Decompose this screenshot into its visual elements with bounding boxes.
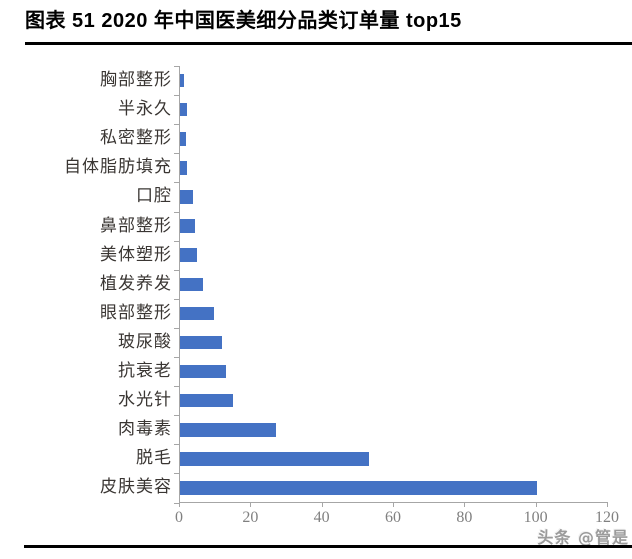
x-tick-label: 60	[385, 509, 401, 526]
category-label: 眼部整形	[100, 302, 172, 323]
bar	[180, 73, 185, 88]
y-axis-tick	[174, 153, 179, 155]
bar	[180, 481, 537, 495]
category-label: 自体脂肪填充	[64, 157, 172, 178]
category-label: 抗衰老	[118, 361, 172, 381]
y-axis-line	[179, 66, 180, 503]
bar	[180, 306, 215, 321]
bar	[180, 219, 196, 233]
category-label: 肉毒素	[118, 419, 172, 440]
y-axis-tick	[174, 95, 179, 97]
x-axis-line	[179, 501, 608, 503]
category-label: 皮肤美容	[100, 477, 172, 498]
x-tick-label: 20	[242, 509, 259, 526]
bar	[180, 364, 227, 379]
y-axis-tick	[174, 298, 179, 300]
category-label: 脱毛	[136, 448, 172, 469]
x-axis-tick	[321, 502, 323, 507]
x-tick-label: 40	[313, 509, 330, 526]
bar	[180, 102, 187, 117]
category-label: 口腔	[136, 186, 172, 207]
bar	[180, 335, 223, 350]
x-axis-tick	[393, 502, 394, 507]
bar	[180, 248, 197, 262]
y-axis-tick	[174, 124, 179, 126]
title-underline	[25, 42, 632, 45]
category-label: 鼻部整形	[100, 215, 172, 236]
x-tick-label: 100	[523, 509, 548, 526]
bar	[180, 161, 188, 175]
bar	[180, 190, 194, 204]
category-label: 美体塑形	[100, 244, 172, 265]
y-axis-tick	[174, 240, 179, 242]
y-axis-tick	[174, 357, 179, 358]
x-tick-label: 0	[175, 509, 183, 526]
category-label: 玻尿酸	[118, 331, 172, 352]
y-axis-tick	[174, 444, 179, 446]
y-axis-tick	[174, 211, 179, 213]
y-axis-tick	[174, 269, 179, 271]
bar	[180, 132, 187, 146]
y-axis-tick	[174, 415, 179, 417]
x-axis-tick	[464, 502, 466, 507]
bar	[180, 423, 276, 437]
category-label: 胸部整形	[100, 70, 172, 90]
y-axis-tick	[174, 473, 179, 475]
x-axis-tick	[535, 502, 537, 507]
x-axis-tick	[250, 502, 252, 507]
x-tick-label: 80	[456, 509, 473, 526]
y-axis-tick	[174, 327, 179, 329]
category-label: 植发养发	[100, 273, 172, 294]
category-label: 半永久	[118, 99, 172, 120]
category-label: 私密整形	[100, 128, 172, 149]
footer-line	[24, 545, 632, 548]
x-axis-tick	[607, 502, 608, 507]
x-tick-label: 120	[595, 509, 619, 526]
y-axis-tick	[174, 182, 179, 184]
bar	[180, 277, 203, 291]
y-axis-tick	[174, 66, 179, 67]
bar	[180, 393, 233, 408]
page-title: 图表 51 2020 年中国医美细分品类订单量 top15	[25, 10, 462, 32]
watermark: 头条 @管是	[537, 528, 629, 547]
x-axis-tick	[179, 502, 180, 507]
category-label: 水光针	[118, 390, 172, 411]
bar	[180, 452, 370, 466]
y-axis-tick	[174, 502, 179, 504]
y-axis-tick	[174, 386, 179, 388]
